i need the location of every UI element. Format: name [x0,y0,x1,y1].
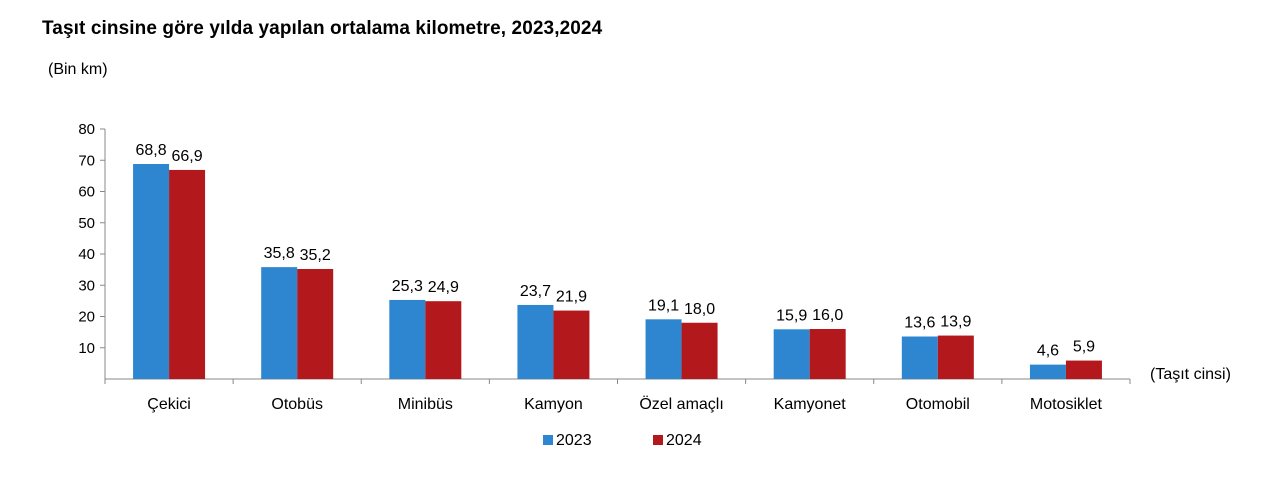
data-label: 35,8 [264,245,295,262]
category-label: Otobüs [271,396,323,413]
bar-2023 [133,164,170,379]
data-label: 23,7 [520,283,551,300]
bar-2024 [553,310,590,379]
bar-2023 [1029,364,1066,379]
bar-2024 [937,335,974,379]
category-label: Minibüs [398,396,453,413]
category-label: Kamyonet [774,396,847,413]
y-tick-label: 80 [78,121,95,138]
bar-2023 [517,304,554,379]
bar-2024 [809,329,846,379]
y-tick-label: 60 [78,184,95,201]
legend-swatch [543,435,553,445]
data-label: 13,9 [940,314,971,331]
legend-entry: 2024 [666,432,702,449]
data-label: 18,0 [684,301,715,318]
data-label: 66,9 [171,148,202,165]
y-tick-label: 40 [78,246,95,263]
legend-swatch [653,435,663,445]
bar-2023 [901,336,938,379]
category-label: Motosiklet [1030,396,1103,413]
y-axis-label: (Bin km) [48,61,108,78]
bar-2023 [389,299,426,379]
y-tick-label: 10 [78,340,95,357]
data-label: 35,2 [300,247,331,264]
data-label: 4,6 [1037,343,1059,360]
data-label: 16,0 [812,307,843,324]
data-label: 5,9 [1073,339,1095,356]
bar-2023 [645,319,682,379]
y-tick-label: 20 [78,309,95,326]
category-label: Özel amaçlı [639,395,723,413]
y-tick-label: 50 [78,215,95,232]
bar-2024 [169,169,206,379]
data-label: 25,3 [392,278,423,295]
y-tick-label: 30 [78,277,95,294]
data-label: 24,9 [428,279,459,296]
bar-2024 [425,301,462,379]
legend-entry: 2023 [556,432,592,449]
bar-2023 [773,329,810,379]
data-label: 19,1 [648,297,679,314]
data-label: 68,8 [135,142,166,159]
chart-title: Taşıt cinsine göre yılda yapılan ortalam… [42,18,603,39]
category-label: Otomobil [906,396,970,413]
data-label: 15,9 [776,307,807,324]
bar-2024 [1065,360,1102,379]
bar-2024 [681,322,718,379]
data-label: 13,6 [904,315,935,332]
bar-2023 [261,267,298,379]
data-label: 21,9 [556,289,587,306]
x-axis-label: (Taşıt cinsi) [1150,366,1231,383]
category-label: Kamyon [524,396,583,413]
bar-2024 [297,269,334,379]
y-tick-label: 70 [78,152,95,169]
category-label: Çekici [147,396,191,413]
